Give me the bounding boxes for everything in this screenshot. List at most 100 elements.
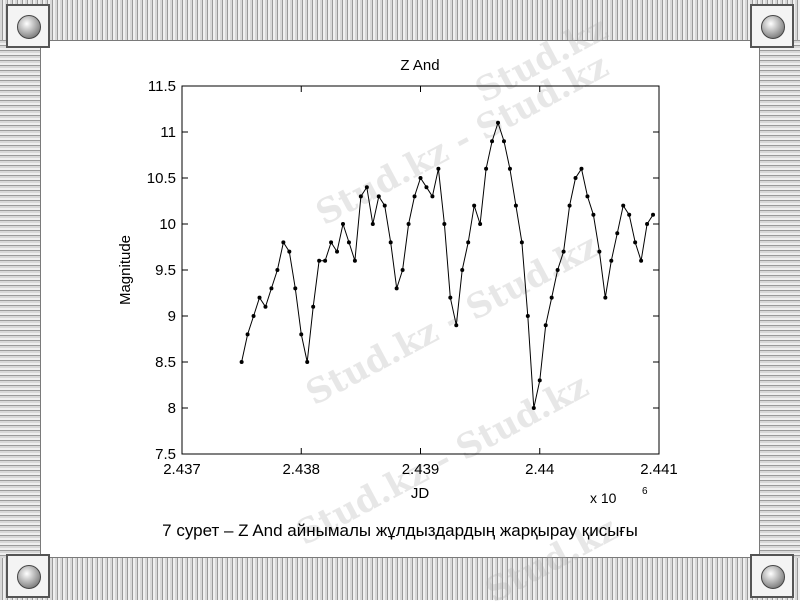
data-point xyxy=(394,286,399,291)
y-tick-label: 8.5 xyxy=(155,354,176,371)
data-point xyxy=(269,286,274,291)
data-point xyxy=(400,268,405,272)
x-axis-label: JD xyxy=(411,485,430,502)
data-point xyxy=(281,240,286,245)
data-point xyxy=(645,222,650,226)
data-point xyxy=(406,222,411,226)
data-point xyxy=(466,240,471,245)
y-tick-label: 10 xyxy=(159,216,176,233)
y-tick-label: 9 xyxy=(168,308,176,325)
data-point xyxy=(424,185,429,190)
data-point xyxy=(311,304,316,309)
data-point xyxy=(251,314,256,318)
data-point xyxy=(346,240,351,245)
corner-bolt-top-left xyxy=(6,4,50,48)
data-point xyxy=(370,222,375,226)
data-point xyxy=(555,268,560,272)
data-point xyxy=(615,231,620,236)
data-point xyxy=(621,203,626,208)
y-tick-label: 10.5 xyxy=(147,170,176,187)
data-point xyxy=(299,332,304,337)
data-point xyxy=(561,249,566,254)
figure-caption: 7 сурет – Z And айнымалы жұлдыздардың жа… xyxy=(162,521,638,540)
data-point xyxy=(376,194,381,199)
data-point xyxy=(549,295,554,300)
x-tick-label: 2.439 xyxy=(402,461,440,478)
data-point xyxy=(496,120,501,125)
data-point xyxy=(591,212,596,217)
data-point xyxy=(519,240,524,245)
data-point xyxy=(245,332,250,337)
frame-bottom xyxy=(0,558,800,600)
x-multiplier-exponent: 6 xyxy=(642,486,648,497)
chart-title: Z And xyxy=(400,57,439,74)
data-point xyxy=(335,249,340,254)
data-point xyxy=(442,222,447,226)
series-magnitude xyxy=(239,120,656,410)
data-point xyxy=(484,166,489,171)
x-multiplier-label: x 10 xyxy=(590,490,617,506)
data-point xyxy=(257,295,262,300)
data-point xyxy=(585,194,590,199)
x-tick-label: 2.438 xyxy=(282,461,320,478)
corner-bolt-bottom-left xyxy=(6,554,50,598)
y-axis-label: Magnitude xyxy=(117,235,134,305)
data-point xyxy=(448,295,453,300)
data-point xyxy=(633,240,638,245)
data-point xyxy=(340,222,345,226)
data-point xyxy=(603,295,608,300)
data-point xyxy=(430,194,435,199)
data-point xyxy=(436,166,441,171)
data-point xyxy=(352,258,357,263)
data-point xyxy=(507,166,512,171)
data-point xyxy=(364,185,369,190)
data-point xyxy=(358,194,363,199)
data-point xyxy=(263,304,268,309)
plot-area xyxy=(181,85,660,455)
data-point xyxy=(609,258,614,263)
data-point xyxy=(418,176,423,180)
data-point xyxy=(501,139,506,144)
data-point xyxy=(513,203,518,208)
x-tick-label: 2.44 xyxy=(525,461,554,478)
data-point xyxy=(490,139,495,144)
data-point xyxy=(651,212,656,217)
data-point xyxy=(472,203,477,208)
data-point xyxy=(460,268,465,272)
data-point xyxy=(567,203,572,208)
y-tick-label: 7.5 xyxy=(155,446,176,463)
y-tick-label: 11.5 xyxy=(148,78,176,95)
frame-right xyxy=(760,40,800,558)
x-axis: 2.437 2.438 2.439 2.44 2.441 xyxy=(163,86,678,478)
data-point xyxy=(323,258,328,263)
x-tick-label: 2.437 xyxy=(163,461,201,478)
data-point xyxy=(579,166,584,171)
data-point xyxy=(597,249,602,254)
data-point xyxy=(573,176,578,180)
y-tick-label: 11 xyxy=(160,124,176,141)
data-point xyxy=(317,258,322,263)
frame-left xyxy=(0,40,40,558)
series-line xyxy=(241,121,654,409)
data-point xyxy=(305,360,310,364)
data-point xyxy=(329,240,334,245)
data-point xyxy=(627,212,632,217)
data-point xyxy=(275,268,280,272)
data-point xyxy=(531,406,536,410)
data-point xyxy=(388,240,393,245)
slide-area xyxy=(40,40,760,558)
data-point xyxy=(293,286,298,291)
y-axis: 7.5 8 8.5 9 9.5 10 10.5 11 11.5 xyxy=(147,78,659,463)
frame-top xyxy=(0,0,800,40)
x-tick-label: 2.441 xyxy=(640,461,678,478)
data-point xyxy=(537,378,542,383)
y-tick-label: 8 xyxy=(168,400,176,417)
data-point xyxy=(239,360,244,364)
data-point xyxy=(454,323,459,328)
corner-bolt-top-right xyxy=(750,4,794,48)
data-point xyxy=(525,314,530,318)
corner-bolt-bottom-right xyxy=(750,554,794,598)
data-point xyxy=(639,258,644,263)
data-point xyxy=(478,222,483,226)
